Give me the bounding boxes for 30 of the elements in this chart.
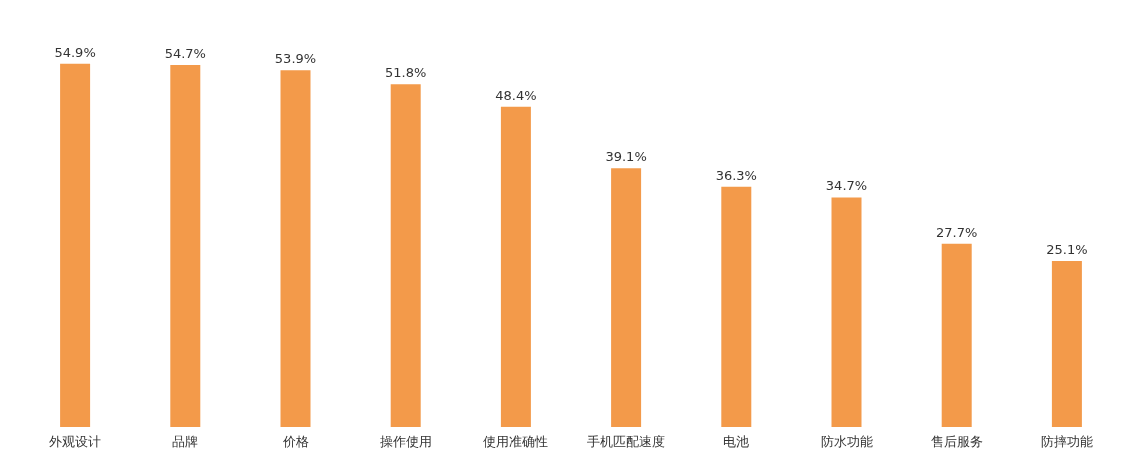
bar [60,63,91,427]
data-label: 39.1% [605,149,647,165]
x-tick-label: 使用准确性 [483,434,549,449]
data-label: 48.4% [495,87,537,103]
bar [170,65,201,427]
data-label: 27.7% [936,224,978,240]
x-tick-label: 防摔功能 [1040,434,1093,449]
bar [831,197,862,427]
x-tick-label: 操作使用 [379,434,432,449]
x-tick-label: 电池 [723,434,750,449]
x-tick-label: 品牌 [172,434,199,449]
bar [611,168,642,427]
x-tick-label: 防水功能 [820,434,873,449]
bar [280,70,311,427]
bar [390,84,421,427]
data-label: 53.9% [274,51,317,67]
data-label: 36.3% [715,167,757,183]
bar [941,243,972,427]
x-tick-label: 外观设计 [49,434,102,449]
x-tick-label: 售后服务 [930,434,983,449]
data-label: 34.7% [825,178,868,194]
data-label: 51.8% [385,65,427,81]
bar [1051,260,1082,427]
x-tick-label: 手机匹配速度 [587,434,666,449]
bar [500,106,531,427]
x-tick-label: 价格 [281,434,309,449]
data-label: 25.1% [1046,241,1088,257]
data-label: 54.9% [54,44,96,60]
data-label: 54.7% [164,46,206,62]
bar [721,186,752,427]
